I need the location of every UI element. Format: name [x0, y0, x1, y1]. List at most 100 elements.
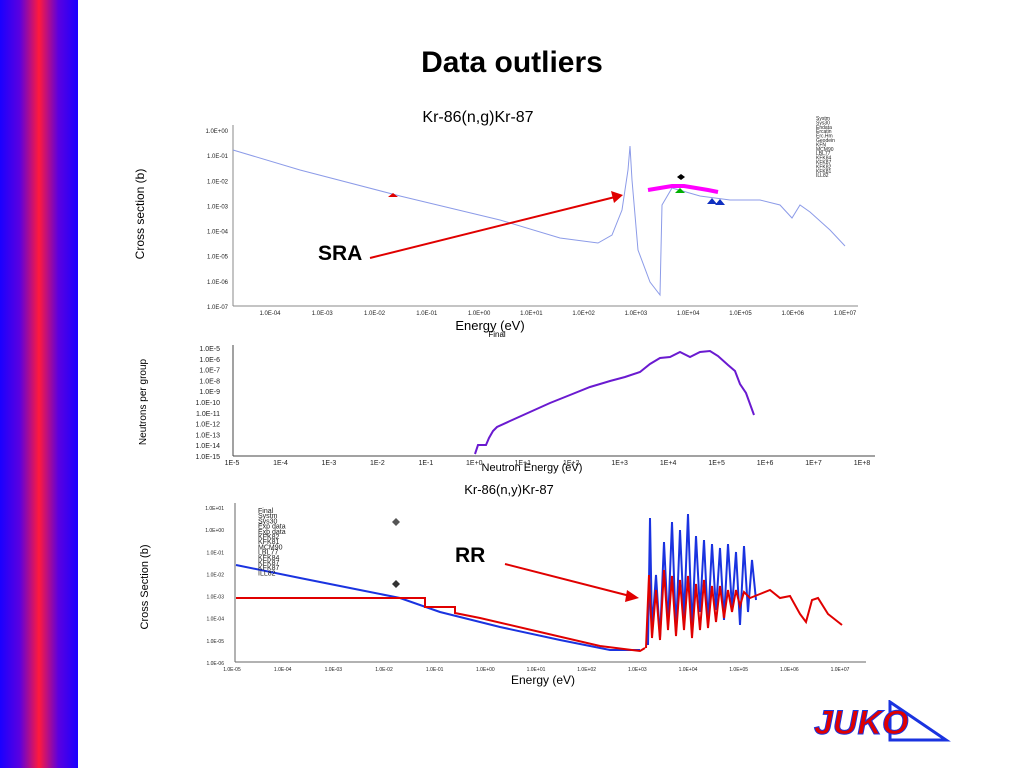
x-tick-labels-mid: 1E-5 1E-4 1E-3 1E-2 1E-1 1E+0 1E+1 1E+2 1E+3 1E+4… [225, 460, 871, 467]
y-tick-label: 1.0E-14 [195, 443, 220, 450]
x-tick-label: 1E-2 [370, 460, 385, 467]
chart-mid-ylabel: Neutrons per group [138, 358, 149, 445]
series-bot-resonance-blue [647, 513, 757, 646]
legend-entry: KFK81 [258, 539, 280, 546]
legend-entry: Sys30 [816, 120, 830, 126]
y-tick-label: 1.0E-13 [195, 432, 220, 439]
legend-entry: KFN [816, 142, 826, 148]
y-tick-label: 1.0E-03 [207, 204, 229, 210]
chart-bot-ylabel: Cross Section (b) [139, 545, 151, 630]
marker-black-diamond [677, 174, 685, 180]
x-tick-labels-top: 1.0E-04 1.0E-03 1.0E-02 1.0E-01 1.0E+00 1.0E+… [259, 311, 856, 317]
x-tick-label: 1E+8 [854, 460, 871, 467]
rr-arrowhead [625, 590, 639, 602]
legend-entry: KFK81 [816, 169, 832, 175]
x-tick-label: 1E+1 [514, 460, 531, 467]
x-tick-label: 1.0E+01 [520, 311, 543, 317]
legend-entry: Systm [258, 513, 278, 520]
x-tick-label: 1E-5 [225, 460, 240, 467]
legend-entry: ILL82 [816, 173, 829, 179]
legend-entry: KFK84 [258, 555, 280, 562]
x-tick-label: 1.0E+00 [476, 667, 495, 673]
y-tick-labels-top: 1.0E+00 1.0E-01 1.0E-02 1.0E-03 1.0E-04 1.0E-… [205, 129, 228, 311]
legend-entry: Exp data [258, 529, 286, 536]
y-tick-label: 1.0E+00 [205, 129, 228, 135]
series-top-markers [388, 174, 725, 205]
marker-red-triangle [388, 193, 398, 197]
legend-entry: LBL77 [258, 550, 278, 557]
x-tick-label: 1.0E-01 [426, 667, 444, 673]
series-top-curve [232, 145, 846, 297]
marker-green-triangle [675, 188, 685, 193]
y-tick-label: 1.0E-10 [195, 400, 220, 407]
x-tick-labels-bot: 1.0E-05 1.0E-04 1.0E-03 1.0E-02 1.0E-01 1.0E+… [223, 667, 849, 673]
y-tick-label: 1.0E-03 [206, 595, 224, 601]
x-tick-label: 1.0E-05 [223, 667, 241, 673]
x-tick-label: 1E+5 [708, 460, 725, 467]
x-tick-label: 1.0E+03 [628, 667, 647, 673]
series-bot-resonance-red [645, 569, 843, 649]
x-tick-label: 1.0E+05 [729, 667, 748, 673]
y-tick-label: 1.0E-07 [207, 305, 229, 311]
legend-entry: KFK87 [258, 565, 280, 572]
y-tick-label: 1.0E-01 [206, 550, 224, 556]
series-bot-red-step [236, 597, 646, 653]
legend-entry: Ercatin [816, 129, 832, 135]
marker-blue-triangle-1 [707, 198, 717, 204]
x-tick-label: 1.0E-03 [312, 311, 334, 317]
y-tick-label: 1.0E-01 [207, 154, 229, 160]
y-tick-label: 1.0E-05 [206, 639, 224, 645]
legend-entry: KFK82 [816, 164, 832, 170]
y-tick-label: 1.0E-06 [206, 661, 224, 667]
chart-bot-xlabel: Energy (eV) [511, 673, 575, 687]
juko-logo: JUKO [814, 700, 951, 743]
x-tick-label: 1.0E+05 [729, 311, 752, 317]
marker-blue-triangle-2 [715, 199, 725, 205]
rr-label: RR [455, 544, 486, 567]
legend-entry: Exp data [258, 524, 286, 531]
series-mid-spectrum [474, 349, 755, 455]
chart-mid: Final 1.0E-51.0E-61.0E-71.0E-81.0E-91.0E… [138, 330, 875, 474]
logo-text: JUKO [814, 704, 908, 742]
series-magenta-points [647, 184, 719, 194]
marker-grey-diamond [392, 518, 400, 526]
y-tick-labels-bot: 1.0E+01 1.0E+00 1.0E-01 1.0E-02 1.0E-03 1.0E-… [205, 506, 224, 667]
x-tick-label: 1.0E-04 [274, 667, 292, 673]
chart-mid-xlabel: Neutron Energy (eV) [482, 462, 583, 474]
chart-top-ylabel: Cross section (b) [133, 169, 147, 260]
x-tick-label: 1.0E+02 [577, 667, 596, 673]
x-tick-label: 1E+0 [466, 460, 483, 467]
y-tick-label: 1.0E-7 [199, 368, 220, 375]
x-tick-label: 1.0E+07 [831, 667, 850, 673]
sra-arrow [369, 196, 616, 259]
x-tick-label: 1.0E-03 [325, 667, 343, 673]
y-tick-label: 1.0E-9 [199, 389, 220, 396]
chart-top-xlabel: Energy (eV) [455, 318, 524, 333]
legend-entry: Systm [816, 116, 830, 122]
y-tick-label: 1.0E-05 [207, 255, 229, 261]
y-tick-label: 1.0E-02 [207, 179, 229, 185]
legend-entry: KFK87 [816, 160, 832, 166]
x-tick-label: 1E+6 [757, 460, 774, 467]
legend-entry: LBL77 [816, 151, 831, 157]
x-tick-label: 1E+2 [563, 460, 580, 467]
chart-bot: Kr-86(n,y)Kr-87 1.0E+011.0E+001.0E-011.0… [139, 482, 866, 687]
legend-entry: ILL82 [258, 570, 276, 577]
sra-label: SRA [318, 242, 363, 265]
x-tick-label: 1.0E+06 [780, 667, 799, 673]
x-tick-label: 1.0E-02 [375, 667, 393, 673]
x-tick-label: 1.0E+00 [468, 311, 491, 317]
x-tick-label: 1.0E+01 [527, 667, 546, 673]
rr-arrow [504, 563, 631, 597]
x-tick-label: 1.0E-01 [416, 311, 438, 317]
x-tick-label: 1.0E+04 [677, 311, 700, 317]
x-tick-label: 1.0E-04 [259, 311, 281, 317]
y-tick-label: 1.0E-06 [207, 280, 229, 286]
y-tick-label: 1.0E+00 [205, 528, 224, 534]
legend-entry: Geodein [816, 138, 835, 144]
y-tick-label: 1.0E-04 [207, 230, 229, 236]
legend-entry: Erc.Hm [816, 134, 833, 140]
slide-title: Data outliers [421, 46, 603, 79]
y-tick-label: 1.0E-5 [199, 346, 220, 353]
